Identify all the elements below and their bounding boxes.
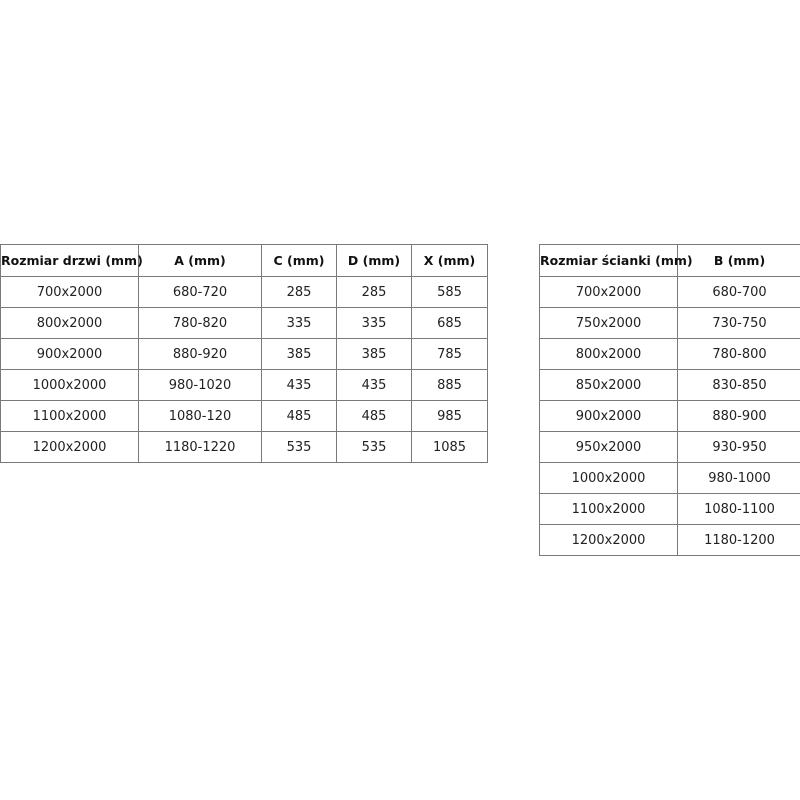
column-header: A (mm) [138,244,262,277]
table-cell: 880-920 [138,338,262,370]
table-cell: 585 [411,276,488,308]
table-cell: 680-720 [138,276,262,308]
table-cell: 1080-120 [138,400,262,432]
wall-panel-size-table: Rozmiar ścianki (mm) B (mm) 700x2000 680-7… [539,244,800,556]
table-cell: 285 [261,276,337,308]
column-header: X (mm) [411,244,488,277]
column-header: D (mm) [336,244,412,277]
table-row: 900x2000 880-920 385 385 785 [0,338,488,370]
table-cell: 1000x2000 [0,369,139,401]
table-cell: 780-820 [138,307,262,339]
table-row: 900x2000 880-900 [539,400,800,432]
table-cell: 885 [411,369,488,401]
column-header: Rozmiar drzwi (mm) [0,244,143,277]
table-cell: 385 [336,338,412,370]
table-cell: 1180-1200 [677,524,800,556]
table-cell: 830-850 [677,369,800,401]
table-cell: 1100x2000 [0,400,139,432]
table-cell: 800x2000 [0,307,139,339]
table-cell: 700x2000 [539,276,678,308]
table-cell: 880-900 [677,400,800,432]
table-cell: 435 [261,369,337,401]
column-header: C (mm) [261,244,337,277]
table-cell: 435 [336,369,412,401]
table-cell: 800x2000 [539,338,678,370]
table-cell: 285 [336,276,412,308]
table-cell: 535 [261,431,337,463]
table-cell: 485 [261,400,337,432]
table-cell: 750x2000 [539,307,678,339]
table-cell: 780-800 [677,338,800,370]
table-cell: 335 [261,307,337,339]
table-row: 750x2000 730-750 [539,307,800,339]
table-row: 1200x2000 1180-1220 535 535 1085 [0,431,488,463]
table-cell: 1085 [411,431,488,463]
table-cell: 985 [411,400,488,432]
table-row: 800x2000 780-800 [539,338,800,370]
column-header: B (mm) [677,244,800,277]
column-header: Rozmiar ścianki (mm) [539,244,693,277]
table-cell: 680-700 [677,276,800,308]
table-cell: 730-750 [677,307,800,339]
table-cell: 1200x2000 [0,431,139,463]
table-row: 700x2000 680-720 285 285 585 [0,276,488,308]
table-cell: 700x2000 [0,276,139,308]
table-cell: 900x2000 [0,338,139,370]
table-cell: 1100x2000 [539,493,678,525]
table-row: 950x2000 930-950 [539,431,800,463]
table-cell: 1080-1100 [677,493,800,525]
header-row: Rozmiar drzwi (mm) A (mm) C (mm) D (mm) X (m… [0,244,488,277]
table-row: 1200x2000 1180-1200 [539,524,800,556]
table-cell: 900x2000 [539,400,678,432]
table-cell: 980-1000 [677,462,800,494]
table-cell: 785 [411,338,488,370]
table-row: 1100x2000 1080-1100 [539,493,800,525]
table-row: 1000x2000 980-1000 [539,462,800,494]
table-row: 1100x2000 1080-120 485 485 985 [0,400,488,432]
table-cell: 930-950 [677,431,800,463]
table-cell: 850x2000 [539,369,678,401]
table-cell: 1180-1220 [138,431,262,463]
table-row: 800x2000 780-820 335 335 685 [0,307,488,339]
table-row: 700x2000 680-700 [539,276,800,308]
table-cell: 335 [336,307,412,339]
table-row: 1000x2000 980-1020 435 435 885 [0,369,488,401]
table-row: 850x2000 830-850 [539,369,800,401]
table-cell: 535 [336,431,412,463]
table-cell: 685 [411,307,488,339]
table-cell: 950x2000 [539,431,678,463]
table-cell: 1200x2000 [539,524,678,556]
table-cell: 385 [261,338,337,370]
table-cell: 485 [336,400,412,432]
table-cell: 1000x2000 [539,462,678,494]
table-cell: 980-1020 [138,369,262,401]
door-size-table: Rozmiar drzwi (mm) A (mm) C (mm) D (mm) X (m… [0,244,488,463]
header-row: Rozmiar ścianki (mm) B (mm) [539,244,800,277]
